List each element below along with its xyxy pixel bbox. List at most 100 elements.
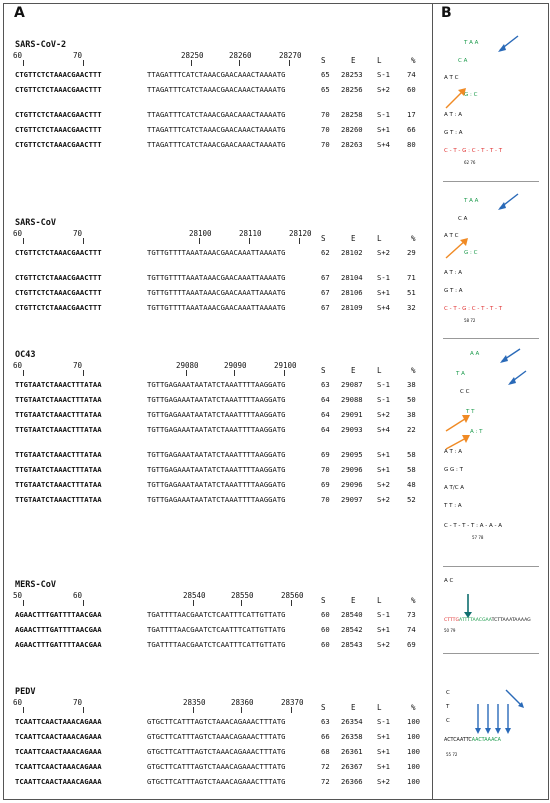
cell-l: S+1 [377, 747, 390, 756]
ruler-tick-label: 70 [73, 698, 83, 707]
cell-e: 26358 [341, 732, 363, 741]
cell-left: CTGTTCTCTAAACGAACTTT [15, 125, 102, 134]
cell-right: GTGCTTCATTTAGTCTAAACAGAAACTTTATG [147, 732, 286, 741]
cell-left: TCAATTCAACTAAACAGAAA [15, 762, 102, 771]
cell-left: TTGTAATCTAAACTTTATAA [15, 450, 102, 459]
cell-p: 74 [407, 70, 416, 79]
column-header: E [351, 56, 356, 65]
cell-p: 32 [407, 303, 416, 312]
cell-s: 70 [321, 495, 330, 504]
cell-left: CTGTTCTCTAAACGAACTTT [15, 85, 102, 94]
cell-s: 60 [321, 625, 330, 634]
cell-l: S+1 [377, 450, 390, 459]
panel-divider [432, 3, 433, 800]
ruler-tick-label: 28120 [289, 229, 312, 238]
cell-s: 70 [321, 125, 330, 134]
cell-e: 28542 [341, 625, 363, 634]
ruler-tick-label: 60 [13, 698, 23, 707]
cell-right: TGTTGAGAAATAATATCTAAATTTTAAGGATG [147, 465, 286, 474]
pedv-letter: C [446, 718, 450, 724]
cell-p: 58 [407, 450, 416, 459]
cell-left: CTGTTCTCTAAACGAACTTT [15, 140, 102, 149]
cell-l: S+1 [377, 125, 390, 134]
cell-p: 74 [407, 625, 416, 634]
arrowhead-icon [508, 377, 516, 385]
ruler-tick [83, 60, 84, 66]
column-header: % [411, 703, 416, 712]
cell-p: 80 [407, 140, 416, 149]
cell-l: S+4 [377, 425, 390, 434]
ruler-tick [83, 707, 84, 713]
cell-p: 100 [407, 717, 420, 726]
cell-left: TCAATTCAACTAAACAGAAA [15, 717, 102, 726]
ruler-tick [291, 600, 292, 606]
hairpin-sars-cov-2: T A A C A A T C G : C A T : A G T : A C … [436, 30, 546, 180]
ruler-tick [241, 600, 242, 606]
sequence-row: TCAATTCAACTAAACAGAAA GTGCTTCATTTAGTCTAAAC… [15, 774, 420, 789]
cell-left: AGAACTTTGATTTTAACGAA [15, 625, 102, 634]
ruler-tick-label: 28560 [281, 591, 304, 600]
mers-sequence-diagram: A C CTTTGATTTTAACGAATCTTAAATAAAAG 50 79 [436, 572, 546, 652]
sequence-row: TTGTAATCTAAACTTTATAA TGTTGAGAAATAATATCTAA… [15, 392, 416, 407]
cell-s: 68 [321, 747, 330, 756]
cell-right: TTAGATTTCATCTAAACGAACAAACTAAAATG [147, 140, 286, 149]
cell-l: S+2 [377, 85, 390, 94]
hairpin-stem: G : C [464, 92, 478, 98]
cell-s: 63 [321, 380, 330, 389]
position-ruler: 60 70 28100 28110 28120 S E L% [13, 229, 416, 245]
cell-l: S+2 [377, 248, 390, 257]
group-gap [15, 260, 56, 270]
hairpin-arrows [445, 193, 519, 259]
section-title: PEDV [15, 687, 36, 697]
cell-e: 26361 [341, 747, 363, 756]
cell-e: 29091 [341, 410, 363, 419]
cell-l: S+2 [377, 640, 390, 649]
cell-right: TGTTGAGAAATAATATCTAAATTTTAAGGATG [147, 450, 286, 459]
hairpin-loop: T A A [464, 198, 479, 204]
cell-l: S+1 [377, 465, 390, 474]
ruler-tick-label: 29090 [224, 361, 247, 370]
cell-e: 29095 [341, 450, 363, 459]
ruler-tick-label: 70 [73, 361, 83, 370]
hairpin-loop: T A A [464, 40, 479, 46]
hairpin-line: T A [456, 371, 465, 377]
sequence-section: SARS-CoV-2 60 70 28250 28260 28270 S E L% CTGTTCT… [13, 40, 416, 152]
cell-p: 69 [407, 640, 416, 649]
cell-right: TTAGATTTCATCTAAACGAACAAACTAAAATG [147, 70, 286, 79]
ruler-tick-label: 28540 [183, 591, 206, 600]
hairpin-stem: G G : T [444, 467, 463, 473]
hairpin-stem: G T : A [444, 130, 463, 136]
cell-e: 29097 [341, 495, 363, 504]
cell-l: S-1 [377, 610, 390, 619]
arrowhead-icon [458, 88, 466, 96]
ruler-tick [23, 600, 24, 606]
panel-b-separator [443, 338, 539, 339]
position-ruler: 60 70 28250 28260 28270 S E L% [13, 51, 416, 67]
column-header: S [321, 596, 326, 605]
figure-frame [3, 3, 549, 800]
column-header: L [377, 234, 382, 243]
cell-left: TTGTAATCTAAACTTTATAA [15, 410, 102, 419]
cell-p: 73 [407, 610, 416, 619]
position-ruler: 50 60 28540 28550 28560 S E L% [13, 591, 416, 607]
hairpin-line: C A [458, 216, 468, 222]
hairpin-line: A T C [444, 233, 459, 239]
hairpin-line: C C [460, 389, 470, 395]
cell-s: 70 [321, 465, 330, 474]
ruler-tick [193, 707, 194, 713]
hairpin-stem: A : T [470, 429, 483, 435]
column-header: L [377, 596, 382, 605]
ruler-tick-label: 28550 [231, 591, 254, 600]
cell-s: 72 [321, 762, 330, 771]
cell-right: TGTTGTTTTAAATAAACGAACAAATTAAAATG [147, 303, 286, 312]
hairpin-stem: G T : A [444, 288, 463, 294]
mers-sequence: CTTTGATTTTAACGAATCTTAAATAAAAG [444, 618, 531, 623]
cell-left: AGAACTTTGATTTTAACGAA [15, 640, 102, 649]
ruler-tick [23, 707, 24, 713]
cell-e: 29088 [341, 395, 363, 404]
cell-p: 100 [407, 762, 420, 771]
ruler-tick [291, 707, 292, 713]
arrowhead-icon [498, 202, 506, 210]
cell-s: 69 [321, 480, 330, 489]
cell-left: TTGTAATCTAAACTTTATAA [15, 395, 102, 404]
